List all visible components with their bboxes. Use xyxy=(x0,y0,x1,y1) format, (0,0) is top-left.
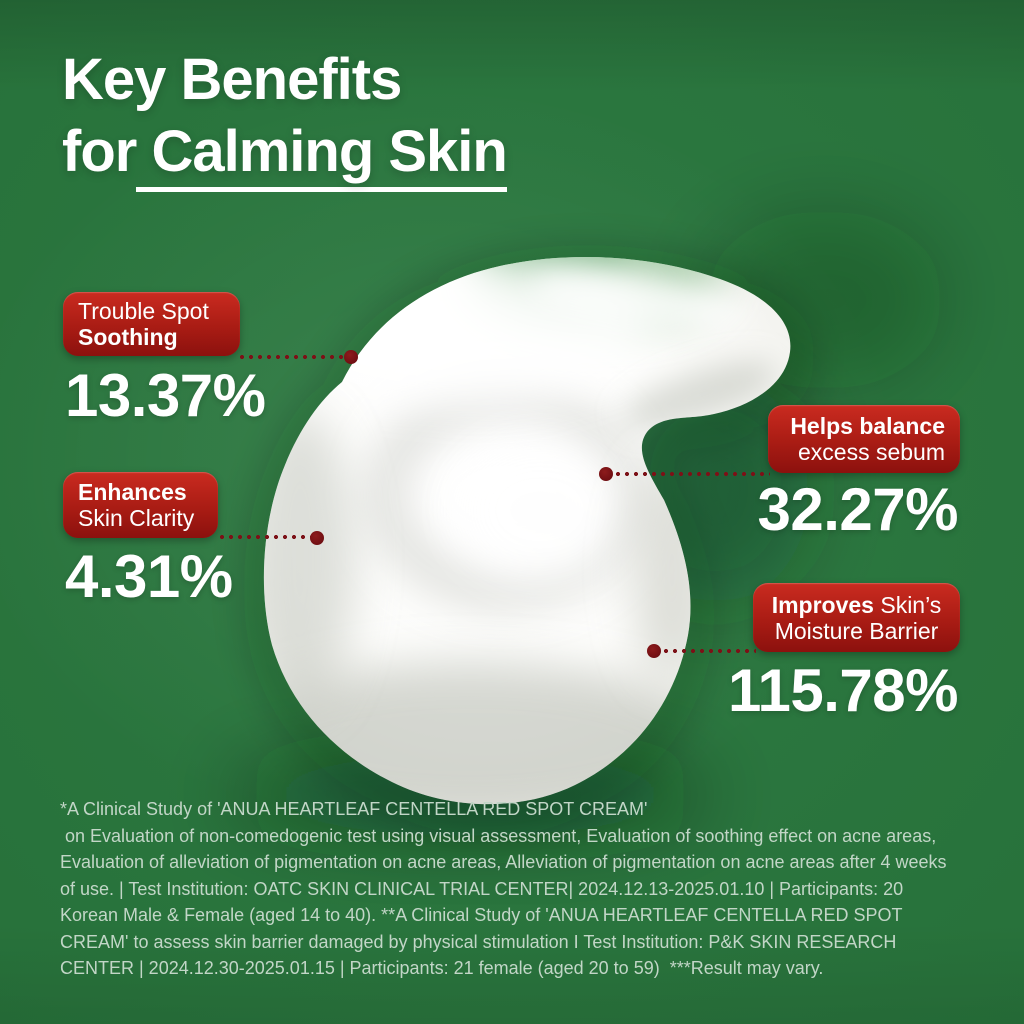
disclaimer-line: on Evaluation of non-comedogenic test us… xyxy=(60,825,937,846)
leader-line-trouble-spot xyxy=(240,355,344,359)
disclaimer-line: CREAM' to assess skin barrier damaged by… xyxy=(60,931,897,952)
value-enhances-skin-clarity: 4.31% xyxy=(65,543,233,610)
leader-dot-moisture-barrier xyxy=(647,644,661,658)
badge-label: Soothing xyxy=(78,324,178,350)
leader-dot-trouble-spot xyxy=(344,350,358,364)
badge-label: Enhances xyxy=(78,479,187,505)
disclaimer-line: CENTER | 2024.12.30-2025.01.15 | Partici… xyxy=(60,958,824,978)
value-helps-balance-sebum: 32.27% xyxy=(757,476,959,543)
value-moisture-barrier: 115.78% xyxy=(727,657,959,724)
disclaimer-line: Evaluation of alleviation of pigmentatio… xyxy=(60,852,947,872)
badge-enhances-skin-clarity: Enhances Skin Clarity xyxy=(63,472,218,538)
leader-line-skin-clarity xyxy=(220,535,312,539)
badge-moisture-barrier: Improves Skin’s Moisture Barrier xyxy=(753,583,960,652)
leader-dot-skin-clarity xyxy=(310,531,324,545)
title-line2-prefix: for xyxy=(62,119,137,184)
value-trouble-spot-soothing: 13.37% xyxy=(65,362,266,429)
disclaimer-line: Korean Male & Female (aged 14 to 40). **… xyxy=(60,905,903,925)
page-title: Key Benefits for Calming Skin xyxy=(62,44,508,192)
badge-label: Helps balance xyxy=(790,413,945,439)
badge-helps-balance-sebum: Helps balance excess sebum xyxy=(768,405,960,473)
leader-line-sebum xyxy=(616,472,770,476)
disclaimer-line: *A Clinical Study of 'ANUA HEARTLEAF CEN… xyxy=(60,799,648,819)
disclaimer-line: of use. | Test Institution: OATC SKIN CL… xyxy=(60,878,904,899)
title-line1: Key Benefits xyxy=(62,47,402,112)
badge-trouble-spot-soothing: Trouble Spot Soothing xyxy=(63,292,240,356)
title-underlined-phrase: Calming Skin xyxy=(136,119,508,192)
badge-label: Moisture Barrier xyxy=(774,617,939,644)
badge-label: Skin Clarity xyxy=(78,505,195,531)
badge-label: excess sebum xyxy=(797,439,945,465)
badge-label: Trouble Spot xyxy=(78,298,209,324)
leader-dot-sebum xyxy=(599,467,613,481)
badge-label: Improves xyxy=(771,591,874,618)
disclaimer-text: *A Clinical Study of 'ANUA HEARTLEAF CEN… xyxy=(60,796,980,982)
badge-label: Skin’s xyxy=(873,591,942,618)
leader-line-moisture-barrier xyxy=(664,649,756,653)
